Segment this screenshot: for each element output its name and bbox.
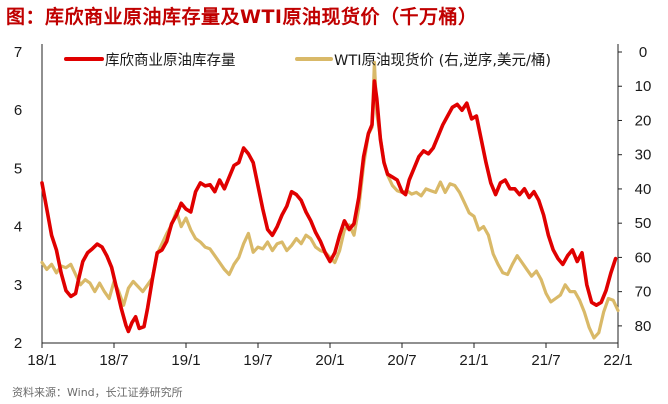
y-right-tick-label: 30 bbox=[635, 147, 652, 164]
y-right-tick-label: 60 bbox=[635, 249, 652, 266]
series-layer bbox=[40, 60, 620, 340]
y-right-tick-label: 70 bbox=[635, 284, 652, 301]
series-line-wti bbox=[40, 60, 620, 340]
x-tick-label: 21/7 bbox=[531, 352, 560, 369]
y-left-tick-label: 2 bbox=[14, 335, 22, 352]
y-right-tick-label: 50 bbox=[635, 215, 652, 232]
legend-label-wti: WTI原油现货价 (右,逆序,美元/桶) bbox=[334, 52, 551, 69]
y-right-tick-label: 20 bbox=[635, 112, 652, 129]
y-left-tick-label: 7 bbox=[14, 44, 22, 61]
x-tick-label: 18/1 bbox=[27, 352, 56, 369]
series-line-inventory bbox=[40, 79, 618, 334]
x-tick-label: 22/1 bbox=[603, 352, 632, 369]
x-tick-label: 19/1 bbox=[171, 352, 200, 369]
x-tick-label: 20/7 bbox=[387, 352, 416, 369]
y-left-tick-label: 4 bbox=[14, 219, 22, 236]
y-left-tick-label: 3 bbox=[14, 277, 22, 294]
y-right-tick-label: 10 bbox=[635, 78, 652, 95]
y-right-tick-label: 0 bbox=[639, 44, 647, 61]
chart-legend: 库欣商业原油库存量 WTI原油现货价 (右,逆序,美元/桶) bbox=[64, 52, 551, 69]
source-note: 资料来源：Wind，长江证券研究所 bbox=[12, 386, 183, 399]
x-tick-label: 19/7 bbox=[243, 352, 272, 369]
y-left-tick-label: 6 bbox=[14, 102, 22, 119]
y-left-tick-label: 5 bbox=[14, 160, 22, 177]
legend-label-inventory: 库欣商业原油库存量 bbox=[105, 52, 236, 69]
x-tick-label: 18/7 bbox=[99, 352, 128, 369]
y-right-tick-label: 40 bbox=[635, 181, 652, 198]
y-right-tick-label: 80 bbox=[635, 318, 652, 335]
page-title: 图：库欣商业原油库存量及WTI原油现货价（千万桶） bbox=[6, 6, 478, 28]
x-tick-label: 20/1 bbox=[315, 352, 344, 369]
x-tick-label: 21/1 bbox=[459, 352, 488, 369]
